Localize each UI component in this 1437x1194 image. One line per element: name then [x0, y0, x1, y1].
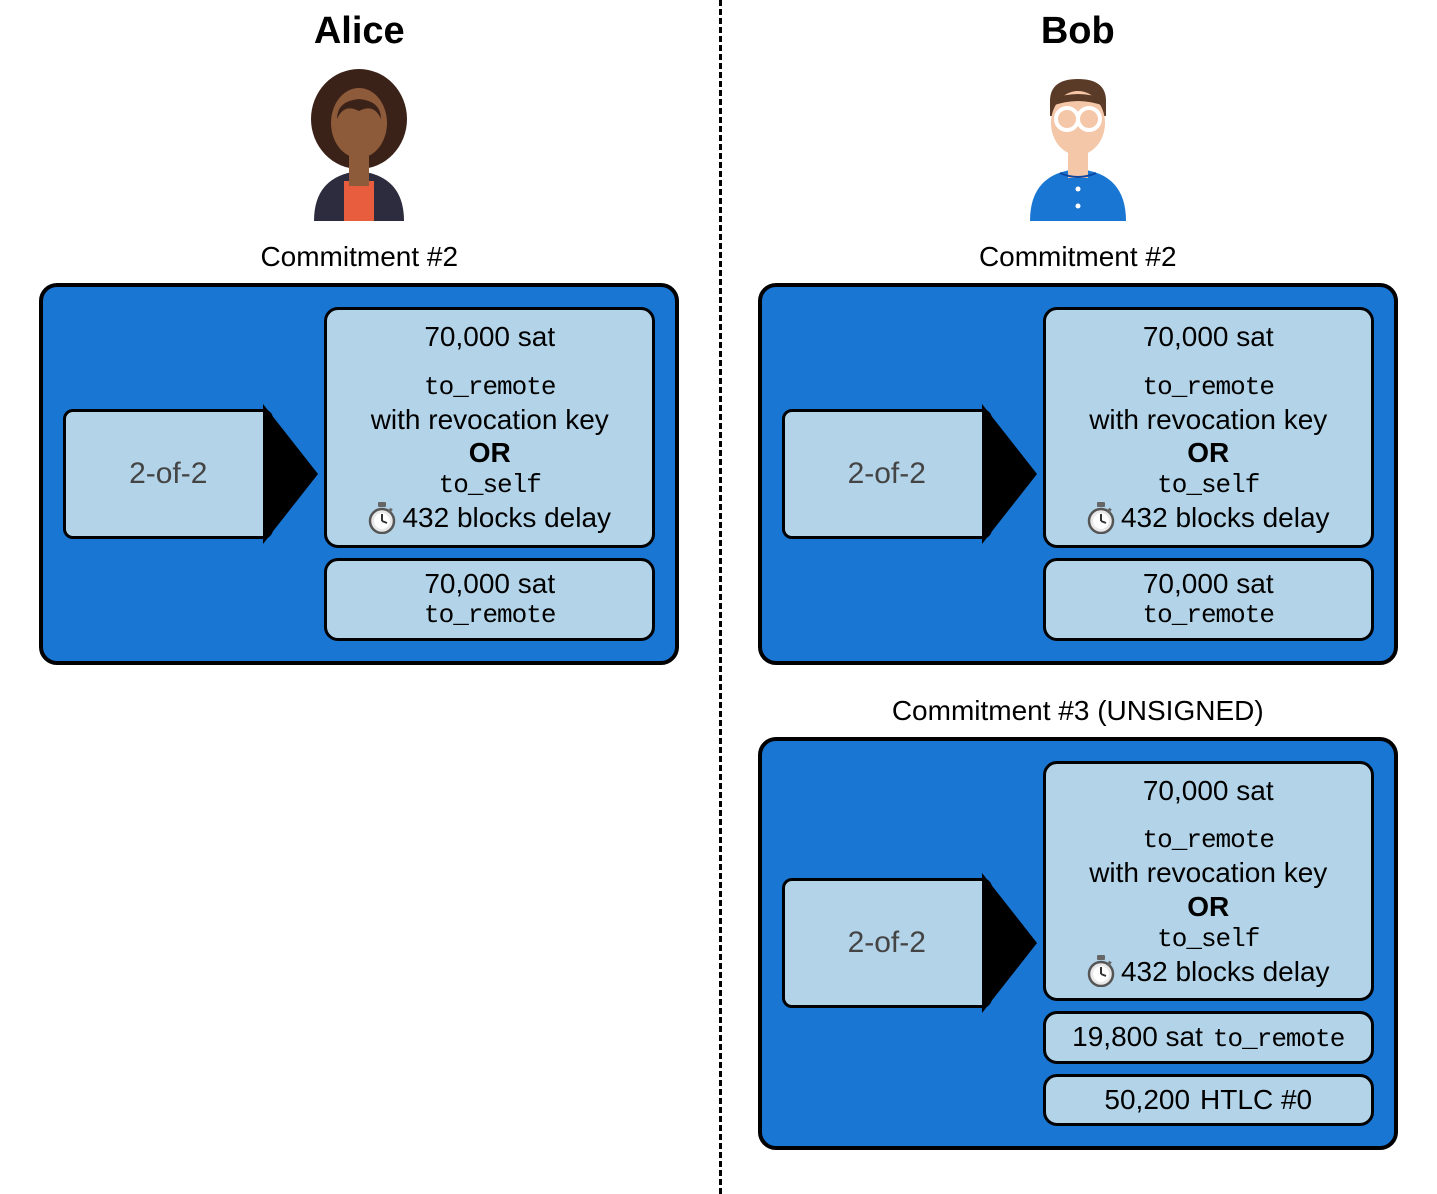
stopwatch-icon	[1087, 502, 1115, 534]
revkey-text: with revocation key	[1061, 403, 1356, 437]
to-remote-text: to_remote	[342, 372, 637, 403]
arrow-icon	[263, 404, 318, 544]
stopwatch-icon	[1087, 955, 1115, 987]
alice-commitment2-label: Commitment #2	[260, 241, 458, 273]
alice-commitment2-box: 2-of-2 70,000 sat to_remote with revocat…	[39, 283, 679, 665]
bob-c3-output-main: 70,000 sat to_remote with revocation key…	[1043, 761, 1374, 1002]
alice-c2-output-main: 70,000 sat to_remote with revocation key…	[324, 307, 655, 548]
bob-commitment3-label: Commitment #3 (UNSIGNED)	[892, 695, 1264, 727]
delay-text: 432 blocks delay	[1121, 501, 1330, 535]
bob-c3-input: 2-of-2	[782, 878, 992, 1008]
bob-c3-output-remote: 19,800 sat to_remote	[1043, 1011, 1374, 1064]
arrow-icon	[982, 404, 1037, 544]
revkey-text: with revocation key	[1061, 856, 1356, 890]
balance-text: 70,000 sat	[342, 320, 637, 354]
arrow-icon	[982, 873, 1037, 1013]
bob-c2-input: 2-of-2	[782, 409, 992, 539]
balance-text: 70,000 sat	[1061, 320, 1356, 354]
alice-c2-output-remote: 70,000 sat to_remote	[324, 558, 655, 641]
delay-text: 432 blocks delay	[402, 501, 611, 535]
balance-text: 70,000 sat	[1061, 774, 1356, 808]
delay-row: 432 blocks delay	[1061, 955, 1356, 989]
to-remote-text: to_remote	[1213, 1024, 1344, 1055]
to-remote-text: to_remote	[1061, 600, 1356, 631]
to-self-text: to_self	[1061, 924, 1356, 955]
to-remote-text: to_remote	[1061, 825, 1356, 856]
bob-name: Bob	[1041, 10, 1115, 53]
center-divider	[719, 0, 722, 1194]
bob-commitment3-box: 2-of-2 70,000 sat to_remote with revocat…	[758, 737, 1398, 1151]
to-remote-text: to_remote	[1061, 372, 1356, 403]
alice-column: Alice Commitment #2 2-of-2 70,000 sat to…	[0, 0, 719, 1194]
to-self-text: to_self	[1061, 470, 1356, 501]
to-remote-text: to_remote	[342, 600, 637, 631]
stopwatch-icon	[368, 502, 396, 534]
balance-text: 19,800 sat	[1072, 1020, 1203, 1054]
alice-avatar-icon	[289, 61, 429, 221]
balance-text: 50,200	[1104, 1083, 1190, 1117]
bob-c2-output-remote: 70,000 sat to_remote	[1043, 558, 1374, 641]
alice-avatar	[289, 61, 429, 226]
bob-c3-outputs: 70,000 sat to_remote with revocation key…	[1043, 761, 1374, 1127]
htlc-label: HTLC #0	[1200, 1083, 1312, 1117]
bob-c3-output-htlc: 50,200 HTLC #0	[1043, 1074, 1374, 1126]
bob-avatar-icon	[1008, 61, 1148, 221]
revkey-text: with revocation key	[342, 403, 637, 437]
bob-avatar	[1008, 61, 1148, 226]
bob-c2-output-main: 70,000 sat to_remote with revocation key…	[1043, 307, 1374, 548]
bob-commitment2-label: Commitment #2	[979, 241, 1177, 273]
or-text: OR	[342, 436, 637, 470]
bob-commitment2-box: 2-of-2 70,000 sat to_remote with revocat…	[758, 283, 1398, 665]
or-text: OR	[1061, 436, 1356, 470]
bob-c2-outputs: 70,000 sat to_remote with revocation key…	[1043, 307, 1374, 641]
alice-name: Alice	[314, 10, 405, 53]
alice-c2-input: 2-of-2	[63, 409, 273, 539]
to-self-text: to_self	[342, 470, 637, 501]
balance-text: 70,000 sat	[1061, 567, 1356, 601]
alice-c2-outputs: 70,000 sat to_remote with revocation key…	[324, 307, 655, 641]
delay-row: 432 blocks delay	[342, 501, 637, 535]
balance-text: 70,000 sat	[342, 567, 637, 601]
delay-row: 432 blocks delay	[1061, 501, 1356, 535]
or-text: OR	[1061, 890, 1356, 924]
bob-column: Bob Commitment #2 2-of-2 70,	[719, 0, 1437, 1194]
delay-text: 432 blocks delay	[1121, 955, 1330, 989]
